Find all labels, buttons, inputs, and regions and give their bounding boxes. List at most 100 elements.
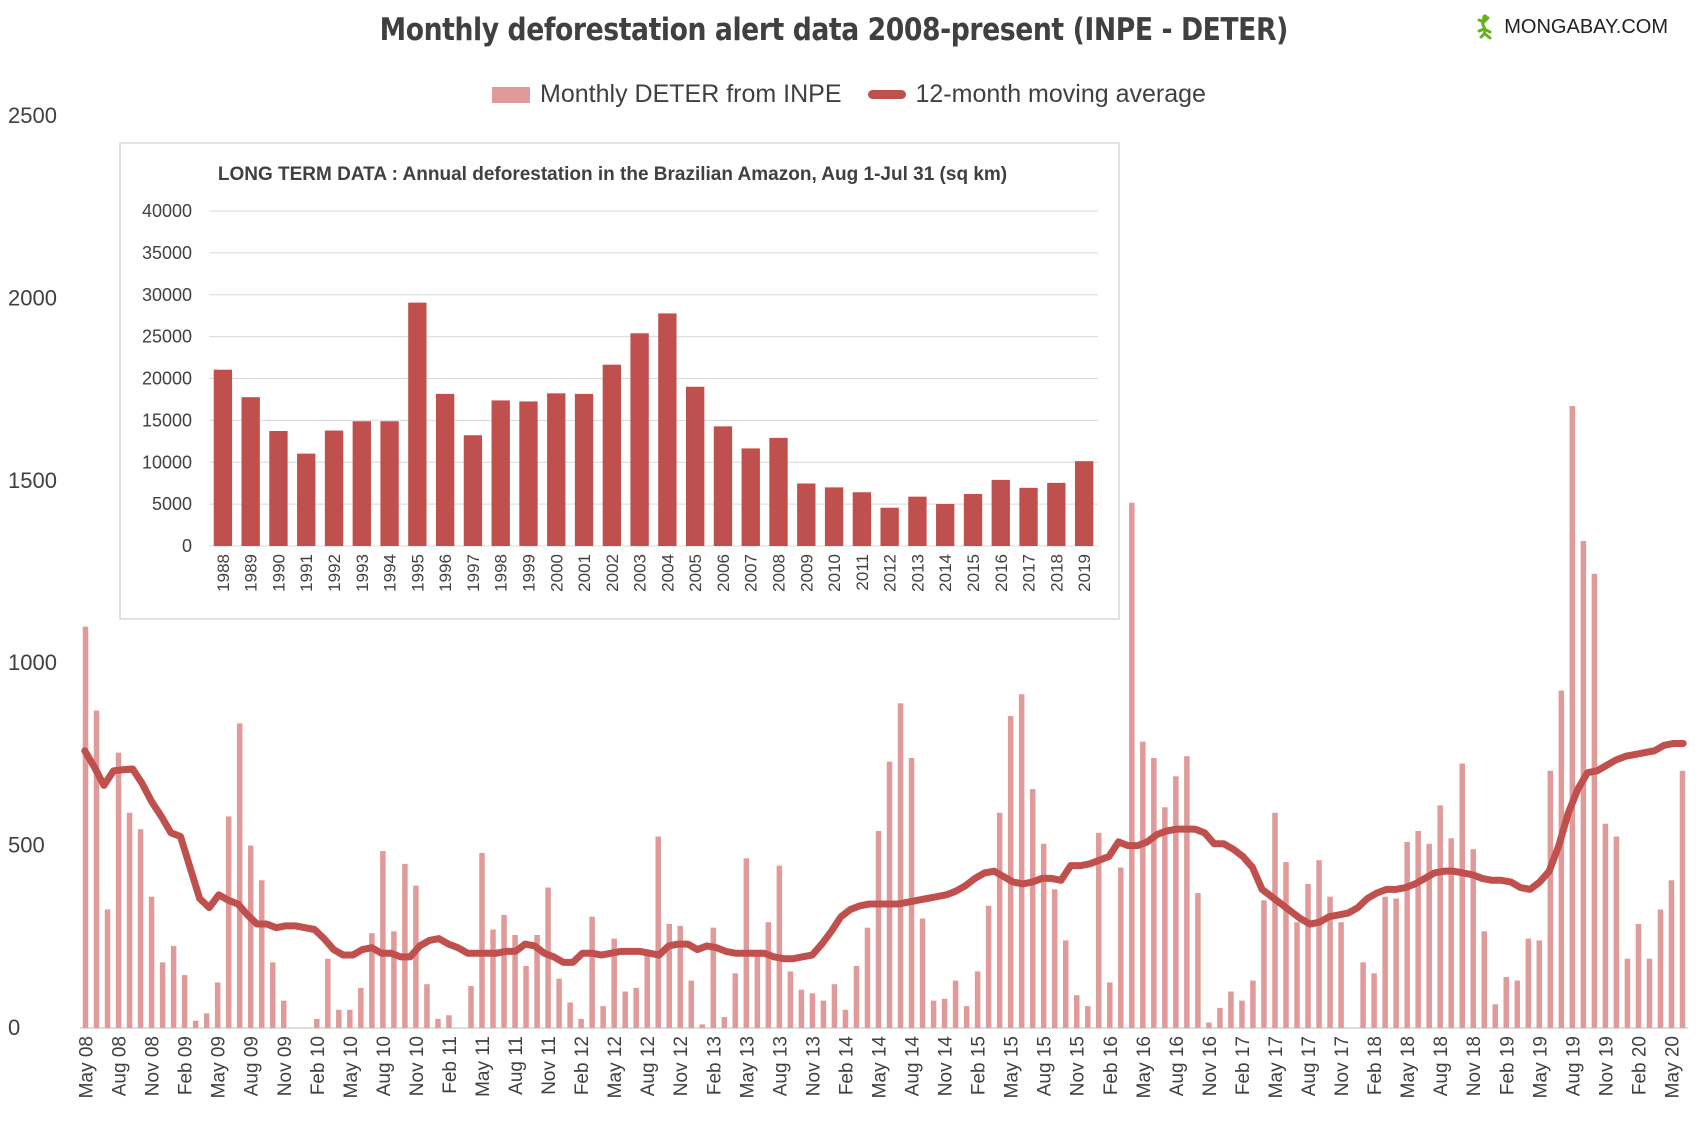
monthly-bar: [501, 914, 507, 1028]
monthly-bar: [666, 924, 672, 1028]
monthly-bar: [512, 934, 518, 1028]
inset-bar: [658, 313, 677, 546]
monthly-bar: [369, 933, 375, 1028]
monthly-bar: [203, 1013, 210, 1028]
inset-y-tick-label: 35000: [142, 243, 192, 263]
x-tick-label: May 20: [1662, 1036, 1683, 1098]
x-tick-label: Aug 08: [110, 1036, 131, 1096]
mongabay-logo[interactable]: MONGABAY.COM: [1472, 14, 1668, 40]
monthly-bar: [1261, 900, 1267, 1028]
monthly-bar: [875, 831, 882, 1028]
monthly-bar: [897, 703, 904, 1028]
monthly-bar: [325, 958, 331, 1028]
monthly-bar: [644, 951, 650, 1028]
y-tick-label: 2500: [8, 103, 57, 128]
monthly-bar: [600, 1006, 606, 1028]
monthly-bar: [1470, 849, 1476, 1028]
monthly-bar: [490, 929, 496, 1028]
monthly-bar: [1558, 690, 1565, 1028]
monthly-bar: [1613, 836, 1620, 1028]
inset-bar: [519, 401, 538, 546]
monthly-bar: [809, 993, 816, 1028]
monthly-bar: [776, 865, 783, 1028]
monthly-bar: [1448, 838, 1454, 1028]
monthly-bar: [1525, 938, 1532, 1028]
inset-x-tick-label: 1993: [353, 554, 372, 592]
monthly-bar: [181, 975, 188, 1028]
inset-x-tick-label: 2019: [1075, 554, 1094, 592]
x-tick-label: May 08: [77, 1036, 98, 1098]
x-tick-label: Nov 16: [1200, 1036, 1221, 1096]
monthly-bar: [1151, 758, 1157, 1028]
monthly-bar: [941, 998, 948, 1028]
monthly-bar: [688, 980, 695, 1028]
monthly-bar: [1514, 980, 1521, 1028]
monthly-bar: [1360, 962, 1366, 1028]
monthly-bar: [567, 1002, 573, 1028]
monthly-bar: [1602, 823, 1609, 1028]
monthly-bar: [952, 980, 959, 1028]
x-tick-label: Feb 20: [1629, 1036, 1650, 1095]
monthly-bar: [831, 984, 838, 1028]
monthly-bar: [314, 1018, 320, 1028]
monthly-bar: [655, 836, 661, 1028]
legend: Monthly DETER from INPE 12-month moving …: [0, 80, 1698, 109]
x-tick-label: Nov 13: [803, 1036, 824, 1096]
inset-y-tick-label: 5000: [152, 494, 192, 514]
monthly-bar: [1657, 909, 1664, 1028]
x-tick-label: Aug 13: [770, 1036, 791, 1096]
monthly-bar: [1437, 805, 1443, 1028]
monthly-bar: [732, 973, 739, 1028]
monthly-bar: [1624, 958, 1631, 1028]
monthly-bar: [380, 851, 386, 1028]
inset-x-tick-label: 1992: [325, 554, 344, 592]
monthly-bar: [1007, 716, 1014, 1028]
monthly-bar: [853, 965, 860, 1028]
monthly-bar: [1305, 883, 1311, 1028]
monthly-bar: [864, 927, 871, 1028]
monthly-bar: [159, 962, 166, 1028]
monthly-bar: [578, 1018, 584, 1028]
monthly-bar: [214, 982, 221, 1028]
x-tick-label: May 15: [1002, 1036, 1023, 1098]
x-tick-label: May 18: [1398, 1036, 1419, 1098]
x-tick-label: May 09: [209, 1036, 230, 1098]
x-tick-label: Aug 12: [638, 1036, 659, 1096]
monthly-bar: [523, 965, 529, 1028]
monthly-bar: [1393, 898, 1399, 1028]
inset-bar: [213, 369, 233, 546]
monthly-bar: [192, 1020, 199, 1028]
inset-bar: [324, 430, 344, 546]
x-tick-label: May 19: [1530, 1036, 1551, 1098]
monthly-bar: [1206, 1022, 1212, 1028]
inset-bar: [297, 453, 316, 546]
monthly-bar: [754, 953, 761, 1028]
monthly-bar: [1184, 756, 1190, 1028]
monthly-bar: [1426, 843, 1432, 1028]
monthly-bar: [996, 812, 1003, 1028]
x-tick-label: Aug 09: [242, 1036, 263, 1096]
monthly-bar: [919, 918, 926, 1028]
monthly-bar: [225, 816, 232, 1028]
inset-x-tick-label: 2017: [1020, 554, 1039, 592]
monthly-bar: [1294, 922, 1300, 1028]
x-tick-label: May 11: [473, 1036, 494, 1097]
x-tick-label: May 14: [869, 1036, 890, 1099]
monthly-bar: [1415, 831, 1421, 1028]
monthly-bar: [1118, 867, 1124, 1028]
inset-bar: [352, 421, 371, 546]
monthly-bar: [1547, 770, 1554, 1028]
x-tick-label: Aug 18: [1431, 1036, 1452, 1096]
monthly-bar: [126, 812, 133, 1028]
inset-bar: [936, 504, 955, 546]
monthly-bar: [765, 922, 772, 1028]
inset-x-tick-label: 1998: [492, 554, 511, 592]
y-tick-label: 0: [8, 1015, 20, 1040]
inset-bar: [824, 487, 844, 546]
x-tick-label: Feb 19: [1497, 1036, 1518, 1095]
inset-bar: [991, 479, 1010, 546]
legend-swatch-line: [867, 90, 906, 99]
inset-x-tick-label: 2002: [603, 554, 622, 592]
monthly-bar: [1404, 841, 1410, 1028]
x-tick-label: Feb 13: [704, 1036, 725, 1095]
